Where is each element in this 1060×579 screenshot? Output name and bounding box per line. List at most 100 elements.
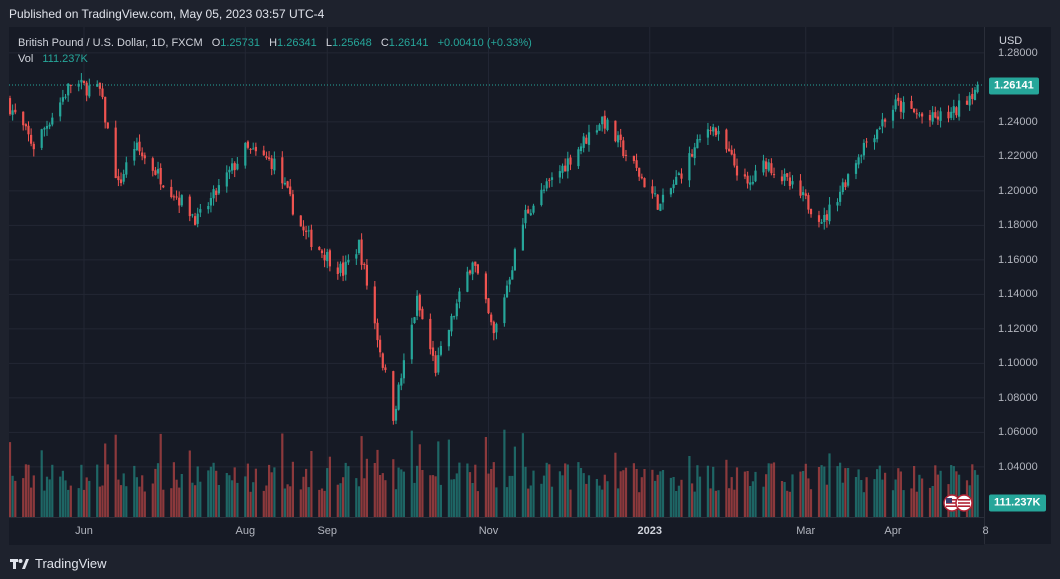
currency-label[interactable]: USD bbox=[999, 35, 1023, 47]
volume-bar bbox=[693, 491, 696, 517]
volume-bar bbox=[709, 488, 712, 517]
candlestick bbox=[841, 178, 844, 195]
last-price-badge: 1.26141 bbox=[989, 77, 1039, 95]
plot-area[interactable]: British Pound / U.S. Dollar, 1D, FXCM O1… bbox=[9, 27, 984, 517]
legend-row-volume: Vol 111.237K bbox=[18, 51, 532, 67]
candlestick bbox=[215, 187, 218, 202]
candlestick bbox=[11, 104, 14, 121]
volume-bar bbox=[400, 469, 403, 517]
candlestick bbox=[529, 209, 532, 217]
candlestick bbox=[656, 193, 659, 210]
volume-bar bbox=[672, 477, 675, 517]
candlestick bbox=[468, 269, 472, 276]
candlestick bbox=[172, 194, 175, 201]
candlestick bbox=[376, 318, 379, 348]
volume-bar bbox=[894, 479, 897, 517]
price-tick-label: 1.18000 bbox=[998, 219, 1038, 232]
candlestick bbox=[51, 112, 54, 127]
volume-bar bbox=[384, 480, 387, 517]
volume-bar bbox=[402, 471, 405, 517]
volume-bar bbox=[847, 468, 850, 517]
candlestick bbox=[30, 128, 33, 147]
volume-bar bbox=[899, 471, 902, 517]
candlestick bbox=[69, 84, 72, 94]
volume-bar bbox=[749, 486, 752, 517]
volume-bar bbox=[188, 450, 191, 517]
candlestick bbox=[709, 126, 712, 135]
volume-bar bbox=[802, 471, 805, 517]
candlestick bbox=[595, 124, 598, 135]
volume-bar bbox=[141, 475, 144, 517]
volume-bar bbox=[640, 477, 643, 517]
tradingview-logo[interactable]: TradingView bbox=[10, 556, 107, 571]
candlestick bbox=[281, 151, 284, 189]
candlestick bbox=[973, 87, 977, 101]
candlestick bbox=[455, 299, 458, 320]
volume-bar bbox=[64, 480, 67, 517]
footer: TradingView bbox=[0, 548, 1060, 579]
candlestick bbox=[749, 175, 752, 191]
tradingview-logo-icon bbox=[10, 558, 29, 569]
candlestick bbox=[706, 122, 709, 146]
volume-bar bbox=[601, 489, 604, 517]
volume-bar bbox=[743, 471, 746, 517]
header: Published on TradingView.com, May 05, 20… bbox=[0, 0, 1060, 26]
volume-bar bbox=[542, 475, 546, 517]
candlestick bbox=[786, 173, 789, 181]
candlestick bbox=[754, 164, 757, 183]
candlestick bbox=[545, 178, 548, 192]
volume-bar bbox=[122, 473, 125, 517]
candlestick bbox=[355, 249, 358, 265]
candlestick bbox=[217, 179, 220, 195]
volume-bar bbox=[511, 475, 514, 517]
volume-bar bbox=[466, 463, 469, 517]
time-axis[interactable]: Jun Aug Sep Nov 2023 Mar Apr 8 bbox=[9, 517, 989, 545]
volume-bar bbox=[881, 479, 884, 517]
volume-bar bbox=[429, 475, 432, 517]
price-chart[interactable] bbox=[9, 27, 984, 517]
volume-bar bbox=[513, 446, 516, 517]
candlestick bbox=[209, 192, 212, 213]
us-events-flag-icon[interactable] bbox=[942, 493, 976, 513]
candlestick bbox=[159, 163, 162, 190]
candlestick bbox=[527, 205, 530, 214]
volume-bar bbox=[638, 492, 641, 517]
candlestick bbox=[828, 197, 831, 225]
candlestick bbox=[823, 207, 826, 230]
volume-bar bbox=[365, 458, 368, 517]
published-info: Published on TradingView.com, May 05, 20… bbox=[9, 7, 325, 21]
candlestick bbox=[825, 210, 828, 228]
symbol-name[interactable]: British Pound / U.S. Dollar, 1D, FXCM bbox=[18, 37, 203, 49]
volume-bar bbox=[656, 474, 659, 517]
volume-value: 111.237K bbox=[42, 53, 88, 65]
candlestick bbox=[45, 120, 49, 136]
volume-bar bbox=[199, 481, 202, 517]
volume-bar bbox=[474, 464, 477, 517]
chart-frame[interactable]: British Pound / U.S. Dollar, 1D, FXCM O1… bbox=[9, 27, 1051, 545]
candlestick bbox=[14, 103, 17, 115]
volume-bar bbox=[439, 484, 442, 517]
candlestick bbox=[254, 142, 257, 156]
candlestick bbox=[807, 192, 810, 214]
volume-label[interactable]: Vol bbox=[18, 53, 34, 65]
candlestick bbox=[344, 255, 347, 281]
candlestick bbox=[836, 198, 839, 212]
price-axis[interactable]: USD 1.28000 1.24000 1.22000 1.20000 1.18000 1… bbox=[984, 27, 1051, 544]
volume-bar bbox=[783, 482, 786, 517]
candlestick bbox=[587, 124, 591, 152]
candlestick bbox=[675, 170, 678, 185]
volume-bar bbox=[270, 472, 273, 517]
volume-bar bbox=[569, 489, 572, 517]
candlestick bbox=[788, 171, 791, 190]
candlestick bbox=[138, 134, 141, 156]
candlestick bbox=[521, 218, 524, 251]
volume-bar bbox=[558, 471, 561, 517]
close-key: C bbox=[380, 37, 389, 49]
volume-bar bbox=[30, 487, 33, 517]
last-volume-badge: 111.237K bbox=[989, 494, 1046, 512]
volume-bar bbox=[617, 488, 620, 517]
candlestick bbox=[61, 89, 64, 105]
candlestick bbox=[252, 142, 255, 150]
candlestick bbox=[246, 140, 249, 150]
candlestick bbox=[48, 122, 51, 130]
